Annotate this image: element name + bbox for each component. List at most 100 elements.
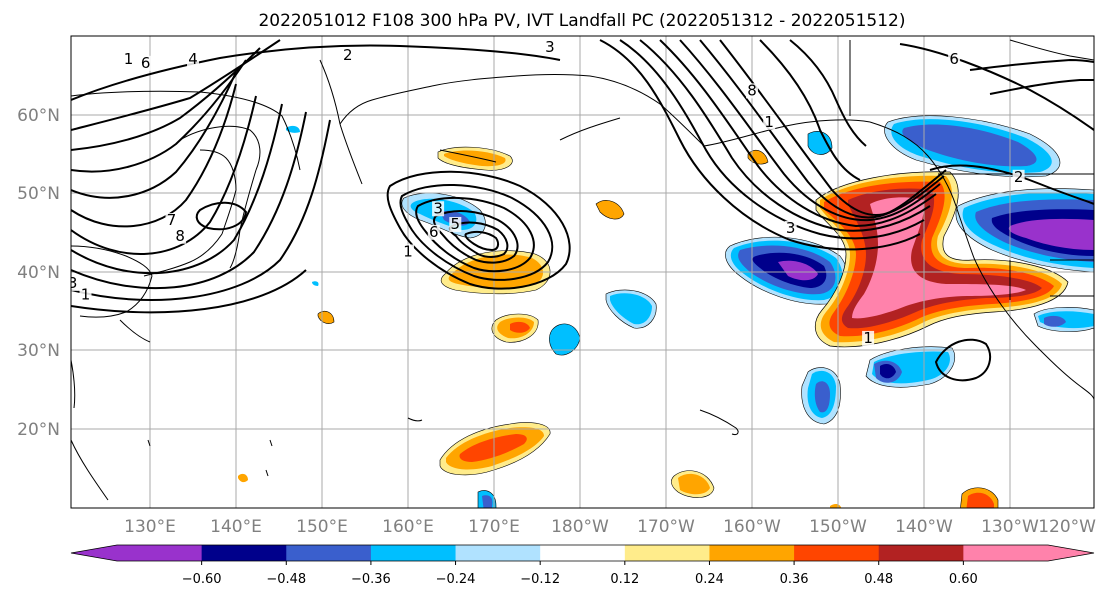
contour-label: 2: [12, 231, 22, 249]
contour-label: 2: [1014, 168, 1024, 186]
colorbar-bin: [201, 545, 287, 561]
lon-label-120w: 120°W: [1038, 517, 1096, 537]
colorbar-bin: [878, 545, 964, 561]
colorbar-tick-label: 0.48: [864, 572, 893, 587]
contour-label-bg: [1012, 169, 1025, 185]
colorbar-tick-label: 0.36: [780, 572, 809, 587]
lon-label-150w: 150°W: [809, 517, 867, 537]
shade-positive-subtropical: [238, 422, 999, 508]
colorbar-bin: [540, 545, 626, 561]
islands: [147, 117, 739, 477]
map-panel: 1648233243178365186332211: [11, 35, 1105, 509]
contour-label-bg: [49, 87, 61, 102]
colorbar-bin: [455, 545, 541, 561]
contour-label-bg: [341, 47, 354, 63]
lat-label-20n: 20°N: [17, 420, 60, 440]
contour-label: 8: [175, 227, 185, 245]
colorbar-ticks: −0.60 −0.48 −0.36 −0.24 −0.12 0.12 0.24 0.36 0.4…: [182, 561, 978, 587]
lon-label-170e: 170°E: [468, 517, 520, 537]
colorbar-tick-label: 0.24: [695, 572, 724, 587]
contour-label-bg: [11, 233, 23, 248]
lon-label-170w: 170°W: [637, 517, 695, 537]
lat-label-60n: 60°N: [17, 106, 60, 126]
lon-label-130e: 130°E: [124, 517, 176, 537]
contour-label: 3: [545, 38, 555, 56]
lon-label-160e: 160°E: [382, 517, 434, 537]
contour-label-bg: [427, 224, 440, 240]
contour-label: 1: [124, 50, 134, 68]
map-title: 2022051012 F108 300 hPa PV, IVT Landfall…: [258, 11, 905, 31]
lon-label-150e: 150°E: [296, 517, 348, 537]
lat-label-30n: 30°N: [17, 341, 60, 361]
contour-label-bg: [174, 228, 187, 244]
contour-label: 7: [167, 211, 177, 229]
contour-label: 8: [747, 81, 757, 99]
lon-label-140w: 140°W: [895, 517, 953, 537]
colorbar-tick-label: 0.60: [949, 572, 978, 587]
colorbar-extend-high: [1048, 545, 1094, 561]
colorbar-bin: [117, 545, 203, 561]
colorbar: −0.60 −0.48 −0.36 −0.24 −0.12 0.12 0.24 0.36 0.4…: [70, 544, 1095, 587]
contour-label-bg: [1099, 72, 1105, 87]
colorbar-tick-label: −0.24: [436, 572, 476, 587]
colorbar-extend-low: [71, 545, 117, 561]
contour-label-bg: [763, 114, 776, 130]
contour-label-bg: [122, 51, 135, 67]
contour-label: 3: [786, 219, 796, 237]
shade-negative-western-us: [955, 188, 1094, 273]
contour-label: 1: [81, 286, 91, 304]
shade-negative-alaska-bc: [884, 115, 1061, 178]
contour-label: 2: [1100, 70, 1105, 88]
contour-label: 1: [863, 329, 873, 347]
contour-label: 1: [764, 113, 774, 131]
contour-label-bg: [139, 55, 152, 71]
contour-label: 5: [451, 215, 461, 233]
pv-contours: [71, 39, 1094, 382]
contour-label-bg: [543, 40, 556, 56]
contour-label-bg: [79, 287, 92, 303]
colorbar-tick-label: 0.12: [610, 572, 639, 587]
colorbar-tick-label: −0.36: [351, 572, 391, 587]
contour-label-bg: [71, 275, 79, 291]
contour-label: 6: [429, 223, 439, 241]
lat-label-50n: 50°N: [17, 184, 60, 204]
lat-axis: 60°N 50°N 40°N 30°N 20°N: [17, 106, 60, 440]
contour-label-bg: [187, 51, 199, 67]
colorbar-tick-label: −0.12: [520, 572, 560, 587]
contour-label-bg: [165, 213, 178, 229]
contour-label-bg: [948, 51, 961, 67]
contour-label-bg: [402, 244, 414, 260]
contour-label: 6: [141, 54, 151, 72]
contour-label-bg: [746, 83, 758, 99]
lon-label-160w: 160°W: [723, 517, 781, 537]
lon-axis: 130°E 140°E 150°E 160°E 170°E 180°W 170°…: [124, 517, 1096, 537]
colorbar-bin: [709, 545, 795, 561]
colorbar-bin: [286, 545, 372, 561]
map-frame: [70, 35, 1095, 509]
lon-label-180w: 180°W: [551, 517, 609, 537]
contour-label: 1: [403, 242, 413, 260]
lat-label-40n: 40°N: [17, 263, 60, 283]
colorbar-bin: [370, 545, 457, 561]
lon-label-130w: 130°W: [981, 517, 1039, 537]
contour-label-bg: [862, 330, 875, 346]
contour-label: 6: [949, 50, 959, 68]
contour-label: 2: [343, 46, 353, 64]
contour-label-bg: [432, 201, 445, 217]
colorbar-tick-label: −0.60: [182, 572, 222, 587]
colorbar-bin: [963, 545, 1049, 561]
colorbar-segments: [71, 545, 1094, 561]
contour-label: 8: [51, 85, 61, 103]
contour-label-bg: [784, 220, 797, 236]
lon-label-140e: 140°E: [210, 517, 262, 537]
contour-label-bg: [449, 216, 462, 232]
shade-negative-east-pacific: [725, 236, 849, 305]
contour-label: 3: [433, 199, 443, 217]
colorbar-bin: [624, 545, 710, 561]
contour-label: 3: [68, 274, 78, 292]
shade-negative-small-pieces: [286, 125, 1094, 508]
colorbar-outline: [70, 544, 1095, 562]
colorbar-bin: [794, 545, 880, 561]
contour-label: 4: [188, 50, 198, 68]
